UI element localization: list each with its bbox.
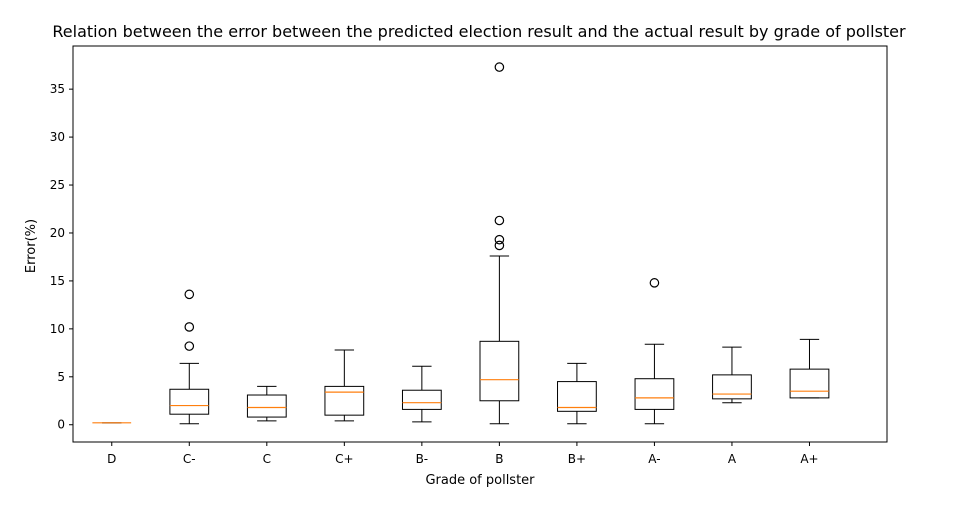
y-tick-label: 0 [57,418,65,432]
y-axis-label: Error(%) [24,219,39,273]
box-A [712,346,752,404]
outlier-point [494,234,505,245]
box-B [479,62,520,425]
x-tick-label: A+ [800,452,818,466]
iqr-box [789,368,830,399]
box-B-minus [401,365,442,423]
plot-area [92,62,830,425]
x-axis-label: Grade of pollster [425,473,535,488]
iqr-box [324,385,365,416]
box-C-minus [169,289,210,425]
box-C-plus [324,349,365,422]
y-tick-label: 30 [50,130,65,144]
y-tick-label: 5 [57,370,65,384]
iqr-box [246,394,287,418]
x-tick-label: A [728,452,737,466]
outlier-point [649,278,660,288]
y-axis: 0 5 10 15 20 25 30 35 [50,82,73,432]
box-B-plus [557,362,597,425]
x-tick-label: B [495,452,503,466]
x-tick-label: C- [183,452,196,466]
iqr-box [401,389,442,410]
x-tick-label: B+ [568,452,586,466]
box-A-plus [789,338,830,399]
x-tick-label: A- [648,452,660,466]
x-tick-label: C+ [335,452,353,466]
y-tick-label: 15 [50,274,65,288]
iqr-box [712,374,752,400]
y-tick-label: 35 [50,82,65,96]
y-tick-label: 10 [50,322,65,336]
iqr-box [479,340,520,402]
outlier-point [494,215,505,226]
outlier-point [184,289,195,300]
box-C [246,385,287,422]
x-tick-label: C [263,452,271,466]
x-tick-label: D [107,452,116,466]
box-A-minus [634,278,675,425]
iqr-box [557,381,597,412]
iqr-box [634,378,675,410]
y-tick-label: 20 [50,226,65,240]
chart-title: Relation between the error between the p… [52,22,906,41]
x-tick-label: B- [416,452,429,466]
outlier-point [494,62,505,72]
y-tick-label: 25 [50,178,65,192]
x-axis: D C- C C+ B- B B+ A- A A+ [107,442,819,466]
outlier-point [184,322,195,332]
outlier-point [184,341,195,351]
iqr-box [169,388,210,415]
plot-frame [72,45,888,443]
outlier-point [494,240,505,251]
